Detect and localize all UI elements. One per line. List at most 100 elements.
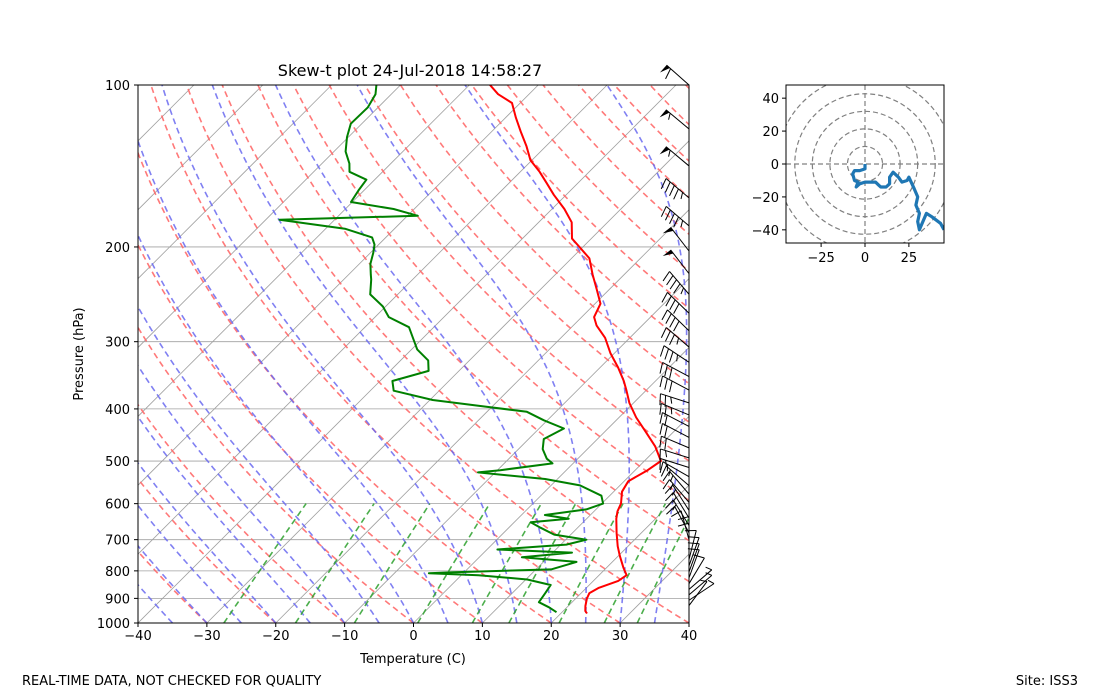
wind-barb (666, 506, 690, 533)
x-tick-label: −40 (124, 629, 151, 644)
isotherm-line (275, 209, 689, 623)
temperature-trace (489, 85, 662, 615)
barb-feather (705, 572, 712, 576)
wind-barb (665, 492, 690, 519)
barb-staff (669, 479, 690, 503)
barb-staff (672, 492, 690, 519)
barb-staff (662, 375, 690, 391)
y-tick-label: 100 (105, 79, 130, 94)
wind-barb (659, 461, 690, 478)
moist-adiabat (606, 85, 688, 623)
barb-feather (673, 303, 680, 314)
barb-feather (669, 279, 677, 290)
barb-feather (659, 412, 663, 424)
wind-barb (660, 206, 690, 228)
wind-barb (662, 226, 690, 252)
barb-feather (687, 536, 700, 539)
barb-feather (659, 403, 662, 415)
barb-feather (705, 566, 712, 571)
barb-staff (661, 435, 690, 449)
barb-staff (688, 537, 700, 567)
hodograph-data (851, 164, 944, 232)
isotherm-line (344, 278, 689, 623)
barb-feather (680, 220, 684, 228)
chart-title: Skew-t plot 24-Jul-2018 14:58:27 (278, 61, 542, 80)
x-tick-label: 30 (612, 629, 629, 644)
barb-feather (669, 483, 674, 491)
wind-barb (659, 146, 690, 167)
moist-adiabat (274, 85, 553, 623)
dry-adiabat (435, 85, 689, 347)
isotherm-line (0, 85, 56, 623)
barb-feather (660, 178, 667, 190)
barb-feather (669, 475, 674, 482)
barb-feather (680, 192, 684, 200)
barb-feather (664, 378, 668, 390)
barb-feather (664, 438, 667, 450)
barb-staff (661, 402, 690, 416)
barb-feather (671, 489, 677, 496)
hodograph-axes: −25 0 25 −40 −20 0 20 40 (752, 84, 945, 266)
mixing-ratio-line (417, 503, 491, 623)
isotherm-line (688, 622, 689, 623)
wind-barb (659, 423, 690, 438)
skewt-frame (137, 84, 690, 624)
barb-feather (673, 188, 679, 200)
barb-feather (659, 345, 665, 357)
barb-staff (660, 393, 690, 404)
barb-feather (676, 337, 680, 345)
y-tick-label: 400 (105, 403, 130, 418)
moist-adiabat (138, 138, 449, 623)
isotherm-line (206, 140, 689, 623)
barb-staff (688, 530, 697, 560)
barb-staff (688, 583, 715, 601)
skewt-data (278, 85, 662, 615)
barb-staff (674, 506, 690, 533)
barb-staff (665, 178, 690, 199)
barb-feather (668, 150, 671, 157)
barb-feather (672, 496, 677, 504)
site-label: Site: ISS3 (1015, 674, 1078, 689)
barb-staff (665, 146, 690, 167)
x-axis-label: Temperature (C) (359, 652, 466, 667)
barb-staff (670, 226, 690, 252)
hodo-x-tick-label: 0 (861, 251, 869, 266)
barb-staff (688, 581, 708, 606)
wind-barb (659, 375, 690, 393)
barb-feather (659, 461, 664, 473)
isotherm-line (138, 85, 332, 280)
barb-staff (672, 499, 690, 526)
isotherm-line (138, 85, 470, 417)
hodo-y-tick-label: −40 (752, 224, 779, 239)
wind-barb (660, 178, 690, 200)
barb-feather (662, 479, 670, 490)
wind-barb (659, 402, 690, 417)
hodo-y-tick-label: 20 (762, 125, 779, 140)
dry-adiabat (221, 85, 689, 583)
barb-staff (660, 458, 690, 468)
x-tick-label: −10 (331, 629, 358, 644)
y-tick-label: 500 (105, 455, 130, 470)
barb-staff (688, 569, 713, 590)
barb-staff (660, 448, 690, 459)
dry-adiabat (399, 85, 689, 385)
hodograph-ticks: −25 0 25 −40 −20 0 20 40 (752, 92, 918, 266)
moist-adiabat (356, 85, 587, 623)
isotherm-line (619, 553, 689, 623)
barb-feather (665, 330, 671, 342)
barb-feather (670, 396, 673, 404)
barb-feather (659, 423, 663, 435)
moist-adiabat (464, 85, 631, 623)
barb-staff (662, 362, 690, 378)
barb-feather (671, 510, 682, 518)
barb-feather (672, 504, 677, 511)
moist-adiabat (138, 364, 346, 623)
dewpoint-trace (278, 85, 605, 614)
mixing-ratio-line (636, 516, 689, 623)
moist-adiabat (138, 233, 415, 623)
barb-feather (662, 271, 670, 282)
hodo-x-tick-label: 25 (901, 251, 918, 266)
wind-barb (659, 448, 690, 461)
barb-flag (662, 227, 674, 234)
barb-feather (668, 469, 671, 477)
